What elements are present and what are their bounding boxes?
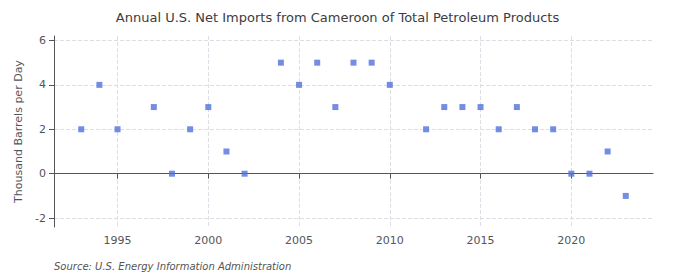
svg-text:2020: 2020 [557, 234, 585, 247]
svg-text:2005: 2005 [285, 234, 313, 247]
svg-text:Annual U.S. Net Imports from C: Annual U.S. Net Imports from Cameroon of… [116, 10, 560, 25]
svg-text:6: 6 [39, 34, 46, 47]
svg-text:Source: U.S. Energy Informatio: Source: U.S. Energy Information Administ… [54, 261, 291, 272]
svg-text:-2: -2 [35, 212, 46, 225]
svg-text:2: 2 [39, 123, 46, 136]
svg-text:0: 0 [39, 167, 46, 180]
svg-text:2015: 2015 [467, 234, 495, 247]
svg-text:4: 4 [39, 78, 46, 91]
svg-text:2010: 2010 [376, 234, 404, 247]
svg-text:2000: 2000 [194, 234, 222, 247]
svg-text:1995: 1995 [104, 234, 132, 247]
svg-text:Thousand Barrels per Day: Thousand Barrels per Day [12, 60, 25, 204]
